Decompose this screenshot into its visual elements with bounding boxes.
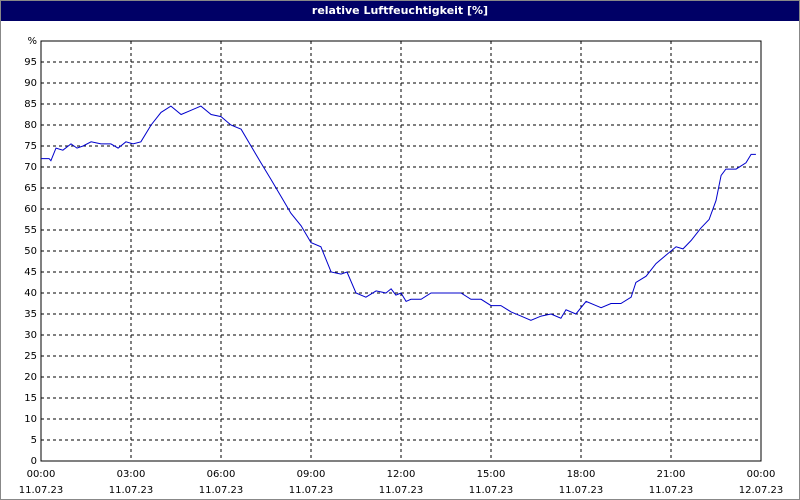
x-tick-date: 11.07.23 — [199, 485, 244, 496]
x-tick-label: 06:00 — [207, 469, 236, 480]
y-tick-label: 30 — [24, 330, 37, 341]
y-tick-label: 70 — [24, 162, 37, 173]
y-tick-label: 75 — [24, 141, 37, 152]
x-tick-date: 11.07.23 — [109, 485, 154, 496]
x-tick-date: 11.07.23 — [649, 485, 694, 496]
y-tick-label: 0 — [31, 456, 37, 467]
y-tick-label: 55 — [24, 225, 37, 236]
x-tick-label: 12:00 — [387, 469, 416, 480]
y-tick-label: 90 — [24, 78, 37, 89]
y-tick-label: 20 — [24, 372, 37, 383]
y-tick-label: 95 — [24, 57, 37, 68]
x-tick-label: 21:00 — [657, 469, 686, 480]
chart-title: relative Luftfeuchtigkeit [%] — [1, 1, 799, 21]
x-tick-label: 00:00 — [27, 469, 56, 480]
x-tick-date: 11.07.23 — [379, 485, 424, 496]
x-tick-label: 15:00 — [477, 469, 506, 480]
y-tick-label: 80 — [24, 120, 37, 131]
y-tick-label: 85 — [24, 99, 37, 110]
data-line — [41, 105, 756, 321]
x-tick-label: 00:00 — [747, 469, 776, 480]
y-tick-label: 35 — [24, 309, 37, 320]
y-tick-label: % — [27, 36, 37, 47]
y-tick-label: 15 — [24, 393, 37, 404]
y-tick-label: 65 — [24, 183, 37, 194]
x-tick-date: 12.07.23 — [739, 485, 784, 496]
x-tick-date: 11.07.23 — [469, 485, 514, 496]
y-tick-label: 50 — [24, 246, 37, 257]
y-tick-label: 45 — [24, 267, 37, 278]
x-tick-label: 03:00 — [117, 469, 146, 480]
y-tick-label: 40 — [24, 288, 37, 299]
x-tick-date: 11.07.23 — [559, 485, 604, 496]
x-tick-date: 11.07.23 — [289, 485, 334, 496]
x-tick-label: 18:00 — [567, 469, 596, 480]
y-tick-label: 5 — [31, 435, 37, 446]
x-tick-date: 11.07.23 — [19, 485, 64, 496]
x-tick-label: 09:00 — [297, 469, 326, 480]
y-tick-label: 60 — [24, 204, 37, 215]
y-tick-label: 25 — [24, 351, 37, 362]
y-tick-label: 10 — [24, 414, 37, 425]
